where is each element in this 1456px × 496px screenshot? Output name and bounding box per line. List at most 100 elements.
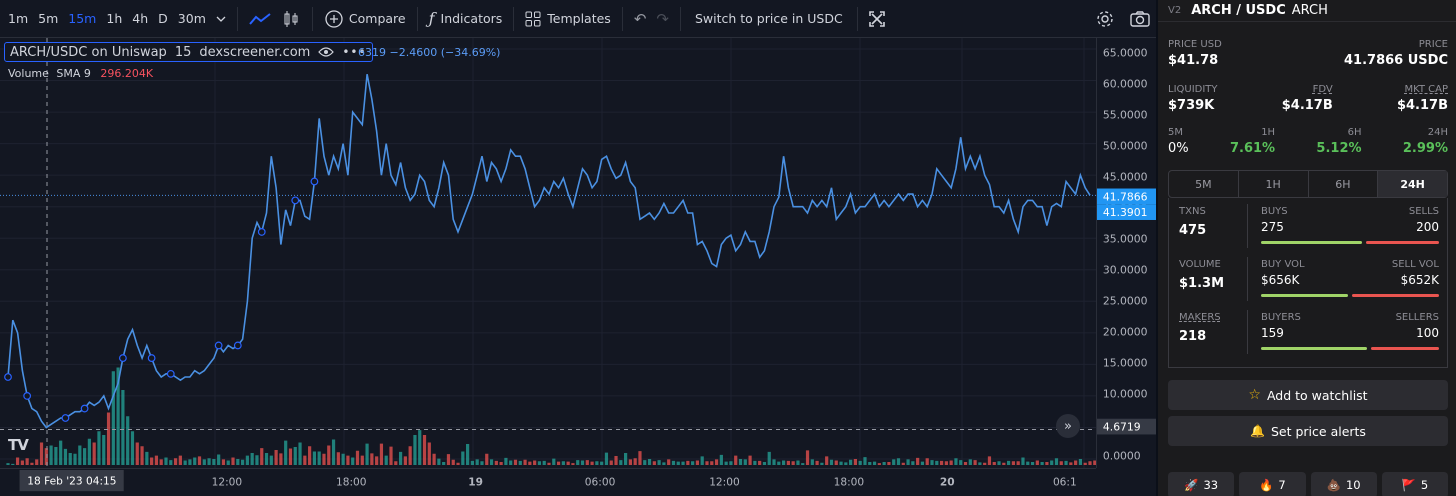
change-row: 5M 0% 1H 7.61% 6H 5.12% 24H 2.99% — [1158, 127, 1456, 156]
event-marker — [61, 414, 70, 422]
mktcap-value: $4.17B — [1396, 98, 1448, 113]
price-value: 41.7866 USDC — [1344, 53, 1448, 68]
volume-bar — [217, 454, 221, 465]
x-tick-label: 12:00 — [709, 476, 740, 488]
event-marker — [119, 354, 127, 362]
event-marker — [147, 354, 156, 362]
templates-button[interactable]: Templates — [520, 0, 616, 38]
liquidity-label: LIQUIDITY — [1168, 84, 1218, 95]
undo-icon[interactable]: ↶ — [633, 9, 647, 28]
volume-bar — [408, 446, 412, 465]
price-usd-value: $41.78 — [1168, 53, 1219, 68]
volume-bar — [193, 457, 197, 465]
settings-gear-icon[interactable] — [1090, 0, 1120, 38]
buy-vol-value: $656K — [1261, 273, 1300, 287]
volume-bar — [944, 461, 948, 465]
redo-icon[interactable]: ↷ — [656, 9, 669, 28]
interval-5m[interactable]: 5m — [38, 11, 59, 26]
eye-icon[interactable] — [318, 46, 335, 58]
change-1h-value: 7.61% — [1229, 141, 1276, 156]
interval-d[interactable]: D — [158, 11, 168, 26]
tab-5m[interactable]: 5M — [1169, 171, 1239, 197]
event-marker — [80, 404, 89, 413]
volume-bar — [403, 456, 407, 465]
volume-bar — [657, 460, 661, 465]
volume-bar — [638, 451, 642, 465]
interval-30m[interactable]: 30m — [177, 11, 206, 26]
volume-bar — [853, 459, 858, 465]
volume-bar — [68, 453, 72, 465]
volume-bar — [355, 450, 360, 465]
price-label: PRICE — [1418, 39, 1448, 50]
volume-bar — [916, 457, 920, 465]
volume-bar — [466, 444, 470, 465]
buys-sells-block: BUYS SELLS 275 200 — [1261, 206, 1439, 244]
volume-bar — [1088, 461, 1092, 465]
compare-button[interactable]: Compare — [319, 0, 411, 38]
reaction-poop[interactable]: 💩 10 — [1310, 472, 1377, 496]
volume-bar — [470, 460, 474, 465]
volume-bar — [724, 461, 728, 465]
tab-6h[interactable]: 6H — [1309, 171, 1379, 197]
volume-bar — [164, 457, 168, 465]
mktcap-label[interactable]: MKT CAP — [1404, 84, 1448, 95]
volume-bar — [1045, 462, 1049, 465]
volume-bar — [978, 462, 982, 465]
reaction-flag[interactable]: 🚩 5 — [1381, 472, 1448, 496]
interval-1h[interactable]: 1h — [106, 11, 123, 26]
volume-bar — [269, 455, 273, 465]
price-axis[interactable]: 65.000060.000055.000050.000045.000040.00… — [1096, 38, 1156, 468]
version-badge: V2 — [1168, 5, 1182, 16]
volume-bar — [1030, 462, 1035, 465]
volume-bar — [1054, 458, 1059, 465]
symbol-legend[interactable]: ARCH/USDC on Uniswap 15 dexscreener.com … — [4, 42, 373, 62]
volume-bar — [106, 412, 111, 465]
volume-bar — [882, 462, 886, 465]
add-to-watchlist-button[interactable]: ☆ Add to watchlist — [1168, 380, 1448, 410]
candles-icon[interactable] — [276, 0, 306, 38]
buys-value: 275 — [1261, 220, 1284, 234]
set-price-alerts-button[interactable]: 🔔 Set price alerts — [1168, 416, 1448, 446]
volume-bar — [173, 458, 178, 465]
volume-bar — [743, 459, 747, 465]
volume-bar — [226, 460, 230, 465]
interval-1m[interactable]: 1m — [8, 11, 29, 26]
camera-icon[interactable] — [1125, 0, 1155, 38]
volume-bar — [844, 462, 848, 465]
divider — [236, 6, 238, 31]
volume-bar — [796, 460, 800, 465]
volume-bar — [312, 451, 317, 465]
volume-bar — [820, 462, 824, 465]
fullscreen-icon[interactable] — [864, 0, 890, 38]
interval-4h[interactable]: 4h — [132, 11, 149, 26]
makers-label[interactable]: MAKERS — [1179, 312, 1221, 323]
reaction-fire[interactable]: 🔥 7 — [1239, 472, 1306, 496]
volume-bar — [336, 452, 340, 465]
volume-bar — [264, 453, 269, 465]
mktcap-block: MKT CAP $4.17B — [1397, 84, 1448, 113]
tab-1h[interactable]: 1H — [1239, 171, 1309, 197]
interval-15m[interactable]: 15m — [68, 11, 97, 26]
last-price-label: 41.7866 — [1103, 190, 1148, 203]
volume-bar — [839, 461, 843, 465]
time-axis[interactable]: 12:00 18:00 19 06:00 12:00 18:00 20 06:1 18 Feb … — [0, 468, 1096, 496]
line-chart-type-icon[interactable] — [244, 0, 276, 38]
fdv-label[interactable]: FDV — [1312, 84, 1333, 95]
symbol-name: ARCH/USDC on Uniswap — [10, 44, 167, 60]
tab-24h[interactable]: 24H — [1378, 171, 1447, 197]
indicators-button[interactable]: ƒ Indicators — [424, 0, 508, 38]
templates-label: Templates — [547, 11, 611, 26]
volume-bar — [111, 371, 115, 465]
buys-sells-bar — [1261, 241, 1439, 244]
crosshair-price-label: 4.6719 — [1103, 421, 1141, 434]
tradingview-logo-icon[interactable]: TV — [8, 436, 29, 454]
more-options-icon[interactable]: ••• — [342, 45, 367, 59]
volume-bar — [628, 459, 632, 465]
interval-dropdown-icon[interactable] — [211, 0, 231, 38]
scroll-to-realtime-icon[interactable]: » — [1056, 414, 1080, 438]
price-plot[interactable] — [0, 38, 1096, 468]
volume-bar — [159, 459, 163, 465]
switch-price-button[interactable]: Switch to price in USDC — [694, 11, 843, 26]
volume-bar — [298, 442, 302, 465]
reaction-rocket[interactable]: 🚀 33 — [1168, 472, 1235, 496]
